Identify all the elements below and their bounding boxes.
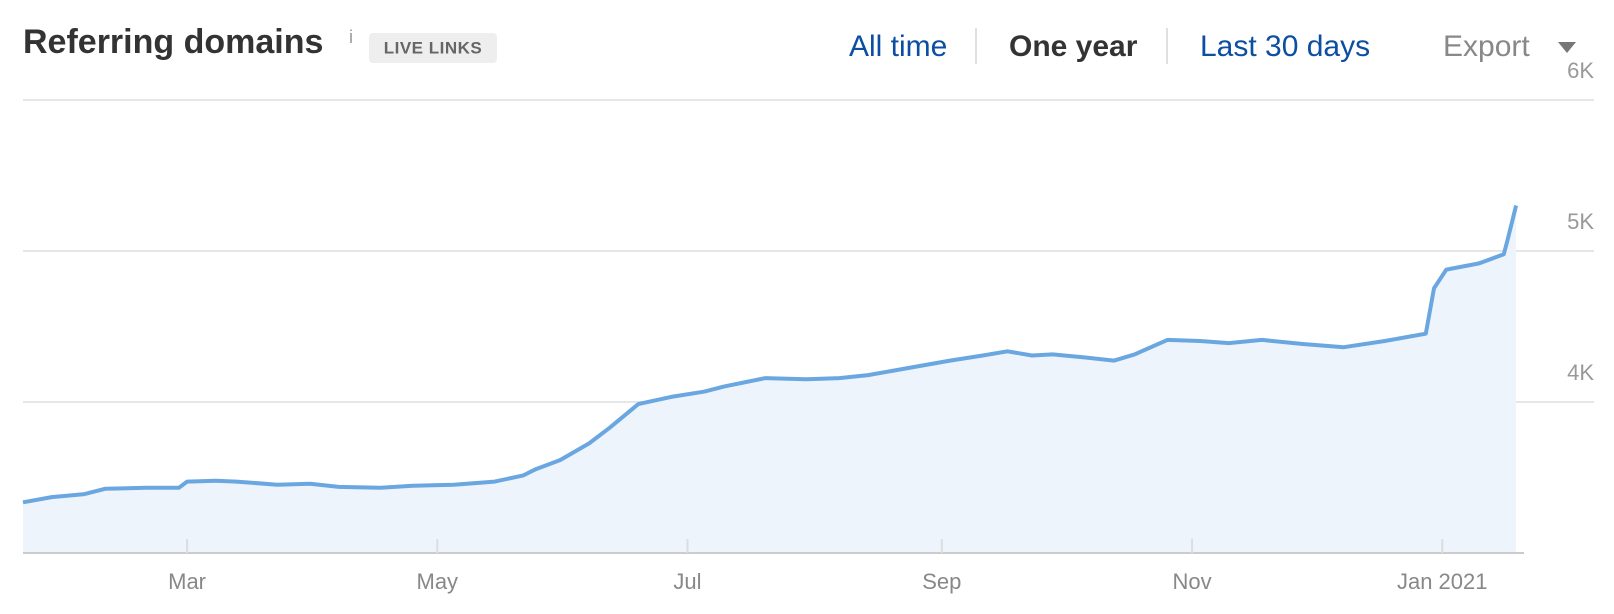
x-tick-label: May: [417, 569, 459, 594]
y-tick-label: 5K: [1567, 209, 1594, 234]
chart-title: Referring domains: [23, 23, 323, 61]
export-button[interactable]: Export: [1443, 30, 1530, 63]
y-tick-label: 4K: [1567, 360, 1594, 385]
x-tick-label: Sep: [922, 569, 961, 594]
x-tick-label: Jan 2021: [1397, 569, 1488, 594]
x-tick-label: Jul: [673, 569, 701, 594]
x-tick-label: Nov: [1172, 569, 1211, 594]
info-icon[interactable]: i: [349, 27, 353, 47]
badge-bg: [369, 33, 497, 63]
time-range-tab[interactable]: All time: [849, 30, 947, 63]
time-range-tabs: All time One year Last 30 days: [849, 30, 1370, 63]
x-tick-label: Mar: [168, 569, 206, 594]
export-arrow[interactable]: [1558, 42, 1576, 53]
time-range-tab[interactable]: Last 30 days: [1200, 30, 1370, 63]
badge: LIVE LINKS: [384, 38, 483, 57]
y-tick-label: 6K: [1567, 58, 1594, 83]
time-range-tab[interactable]: One year: [1009, 30, 1138, 63]
series-line: [22, 205, 1519, 505]
